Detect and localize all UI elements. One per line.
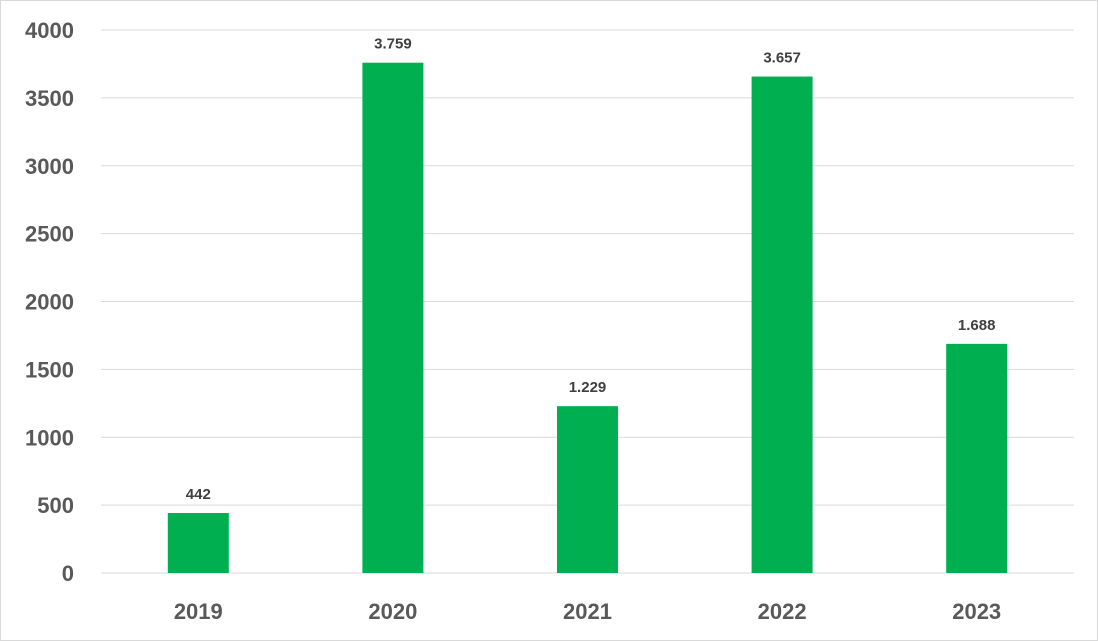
data-label-2021: 1.229: [569, 379, 607, 396]
y-tick-label: 500: [37, 493, 74, 518]
data-labels: 442 3.759 1.229 3.657 1.688: [186, 36, 996, 503]
y-axis: 0 500 1000 1500 2000 2500 3000 3500 4000: [25, 18, 74, 586]
x-tick-label: 2021: [563, 599, 612, 624]
data-label-2020: 3.759: [374, 36, 412, 53]
y-tick-label: 3000: [25, 154, 74, 179]
y-tick-label: 2000: [25, 290, 74, 315]
y-tick-label: 2500: [25, 222, 74, 247]
y-tick-label: 0: [62, 561, 74, 586]
data-label-2019: 442: [186, 486, 211, 503]
y-tick-label: 1000: [25, 425, 74, 450]
data-label-2022: 3.657: [763, 50, 801, 67]
gridlines: [101, 29, 1074, 574]
bar-2020: [362, 62, 424, 573]
x-tick-label: 2020: [368, 599, 417, 624]
y-tick-label: 4000: [25, 18, 74, 43]
bar-2023: [946, 343, 1008, 573]
bars: [167, 62, 1008, 573]
x-axis: 2019 2020 2021 2022 2023: [174, 599, 1001, 624]
bar-2021: [557, 406, 618, 573]
bar-2022: [751, 76, 813, 573]
x-tick-label: 2022: [758, 599, 807, 624]
bar-2019: [167, 512, 229, 573]
x-tick-label: 2019: [174, 599, 223, 624]
y-tick-label: 3500: [25, 86, 74, 111]
x-tick-label: 2023: [952, 599, 1001, 624]
y-tick-label: 1500: [25, 357, 74, 382]
data-label-2023: 1.688: [958, 317, 996, 334]
